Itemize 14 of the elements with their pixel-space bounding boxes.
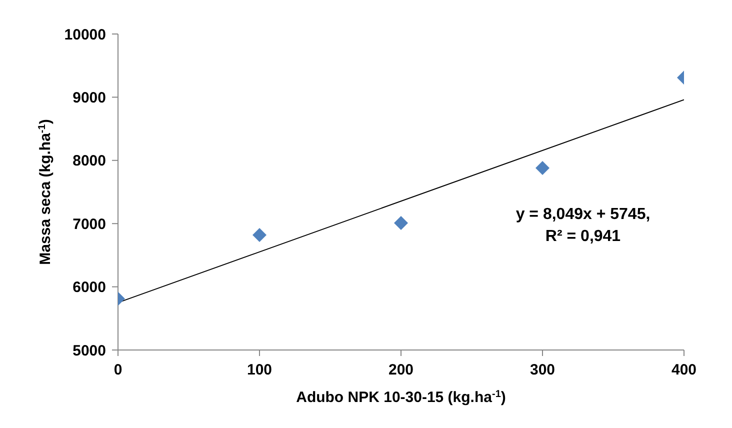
x-axis-title: Adubo NPK 10-30-15 (kg.ha$^{-1}$) — [296, 388, 506, 406]
x-tick-label: 400 — [671, 362, 697, 379]
y-tick-label: 5000 — [72, 342, 106, 360]
x-tick-label: 100 — [246, 362, 272, 379]
y-tick-label: 8000 — [72, 152, 106, 170]
x-tick-label: 200 — [388, 362, 414, 379]
y-tick-label: 6000 — [72, 279, 106, 296]
point — [394, 216, 408, 230]
y-tick-label: 10000 — [64, 26, 106, 44]
x-tick-label: 300 — [530, 362, 556, 379]
y-tick-label: 7000 — [72, 216, 106, 233]
x-tick-label: 0 — [114, 362, 122, 379]
annotation: y = 8,049x + 5745, R² = 0,941 — [514, 205, 652, 247]
y-tick-label: 9000 — [72, 90, 106, 107]
